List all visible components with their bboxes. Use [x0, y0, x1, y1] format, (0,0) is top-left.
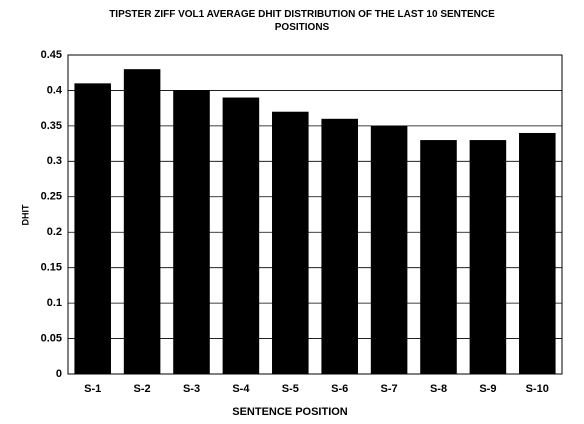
x-tick-label: S-3 — [183, 383, 200, 395]
x-tick-label: S-10 — [526, 383, 549, 395]
plot-frame — [67, 54, 563, 375]
y-tick-label: 0.35 — [41, 120, 62, 132]
y-tick-label: 0.3 — [47, 155, 62, 167]
y-axis-label: DHIT — [20, 204, 30, 225]
x-axis-label: SENTENCE POSITION — [232, 406, 348, 418]
bar — [74, 83, 111, 374]
chart-title: TIPSTER ZIFF VOL1 AVERAGE DHIT DISTRIBUT… — [109, 9, 495, 33]
x-tick-label: S-1 — [84, 383, 101, 395]
x-tick-label: S-6 — [331, 383, 348, 395]
bar — [321, 118, 358, 374]
bar — [469, 140, 507, 374]
y-tick-label: 0.2 — [47, 226, 62, 238]
bar — [222, 97, 260, 375]
y-tick-label: 0.4 — [47, 84, 63, 96]
bar — [370, 125, 408, 374]
bar — [519, 132, 556, 374]
x-tick-label: S-9 — [479, 383, 496, 395]
x-tick-label: S-7 — [381, 383, 398, 395]
bar — [123, 69, 161, 374]
y-tick-label: 0 — [56, 368, 62, 380]
y-tick-label: 0.25 — [41, 191, 62, 203]
bar — [173, 90, 210, 374]
bar — [420, 140, 457, 374]
x-tick-label: S-8 — [430, 383, 447, 395]
x-tick-label: S-2 — [134, 383, 151, 395]
y-tick-label: 0.45 — [41, 49, 62, 61]
y-tick-label: 0.1 — [47, 297, 62, 309]
bar — [272, 111, 309, 374]
x-tick-label: S-5 — [282, 383, 299, 395]
y-tick-label: 0.15 — [41, 262, 62, 274]
x-tick-label: S-4 — [232, 383, 250, 395]
y-tick-label: 0.05 — [41, 332, 62, 344]
